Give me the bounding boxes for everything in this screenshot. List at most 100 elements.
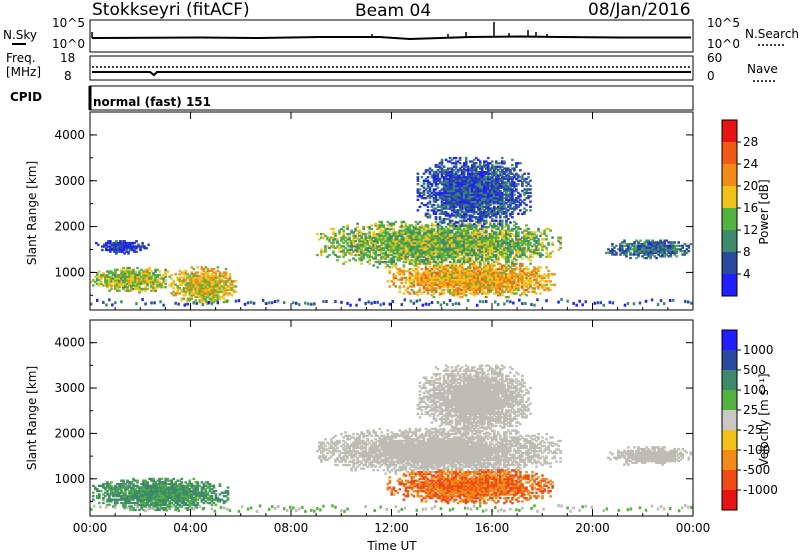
data-cell xyxy=(326,255,329,258)
data-cell xyxy=(129,241,132,245)
data-cell xyxy=(212,281,216,285)
data-cell xyxy=(420,250,424,253)
data-cell xyxy=(507,250,510,253)
data-cell xyxy=(124,270,127,273)
data-cell xyxy=(448,203,452,207)
data-cell xyxy=(364,236,367,239)
data-cell xyxy=(424,262,428,265)
data-cell xyxy=(376,238,379,241)
data-cell xyxy=(444,229,448,232)
data-cell xyxy=(378,240,381,243)
data-cell xyxy=(491,217,494,221)
data-cell xyxy=(218,280,222,283)
data-cell xyxy=(446,186,450,189)
data-cell xyxy=(194,274,198,278)
data-cell xyxy=(436,177,440,181)
data-cell xyxy=(438,292,442,295)
data-cell xyxy=(491,177,494,181)
data-cell xyxy=(204,285,208,288)
data-cell xyxy=(529,179,532,182)
data-cell xyxy=(442,210,446,214)
data-cell xyxy=(466,193,470,196)
data-cell xyxy=(442,266,446,269)
data-cell xyxy=(476,287,480,290)
data-cell xyxy=(519,193,522,196)
data-cell xyxy=(438,179,442,182)
data-cell xyxy=(499,220,502,224)
data-cell xyxy=(529,253,532,257)
data-cell xyxy=(430,271,434,274)
data-cell xyxy=(503,269,506,273)
data-cell xyxy=(448,221,452,224)
data-cell xyxy=(402,266,406,269)
data-cell xyxy=(513,268,516,271)
data-cell xyxy=(460,292,464,295)
data-cell xyxy=(400,222,404,225)
data-cell xyxy=(509,252,512,255)
data-cell xyxy=(212,297,216,300)
data-cell xyxy=(142,270,145,273)
data-cell xyxy=(370,248,373,251)
data-cell xyxy=(202,290,206,293)
data-cell xyxy=(470,197,474,200)
data-cell xyxy=(358,250,361,253)
data-cell xyxy=(466,205,470,208)
data-cell xyxy=(214,292,218,295)
data-cell xyxy=(182,294,186,297)
data-cell xyxy=(440,288,444,292)
data-cell xyxy=(352,245,355,248)
data-cell xyxy=(478,264,482,267)
data-cell xyxy=(462,210,466,214)
data-cell xyxy=(416,271,420,274)
data-cell xyxy=(458,278,462,281)
data-cell xyxy=(432,257,436,260)
data-cell xyxy=(517,285,520,288)
data-cell xyxy=(186,285,190,288)
data-cell xyxy=(210,288,214,292)
data-cell xyxy=(525,273,528,276)
data-cell xyxy=(501,288,504,292)
data-cell xyxy=(470,271,474,274)
data-cell xyxy=(430,233,434,236)
data-cell xyxy=(529,241,532,244)
data-cell xyxy=(517,236,520,239)
data-cell xyxy=(464,233,468,236)
data-cell xyxy=(126,266,129,270)
data-cell xyxy=(362,257,365,260)
data-cell xyxy=(462,241,466,244)
data-cell xyxy=(412,226,416,229)
data-cell xyxy=(489,179,492,182)
data-cell xyxy=(382,255,386,258)
data-cell xyxy=(499,253,502,257)
data-cell xyxy=(204,271,208,274)
data-cell xyxy=(470,275,474,278)
data-cell xyxy=(392,229,396,232)
data-cell xyxy=(493,260,496,264)
data-cell xyxy=(386,245,390,248)
data-cell xyxy=(533,266,536,269)
data-cell xyxy=(444,278,448,281)
data-cell xyxy=(476,224,480,227)
data-cell xyxy=(511,245,514,248)
data-cell xyxy=(491,273,494,276)
data-cell xyxy=(491,245,494,248)
data-cell xyxy=(450,219,454,222)
data-cell xyxy=(380,233,383,236)
data-cell xyxy=(422,255,426,258)
data-cell xyxy=(224,281,228,285)
data-cell xyxy=(517,288,520,292)
data-cell xyxy=(408,233,412,236)
data-cell xyxy=(336,246,339,250)
data-cell xyxy=(529,205,532,208)
data-cell xyxy=(112,277,115,280)
data-cell xyxy=(406,257,410,260)
data-cell xyxy=(396,257,400,260)
freq-tick-bottom: 8 xyxy=(64,69,72,83)
data-cell xyxy=(414,231,418,234)
data-cell xyxy=(416,283,420,286)
data-cell xyxy=(422,245,426,248)
data-cell xyxy=(101,245,104,248)
data-cell xyxy=(448,236,452,239)
data-cell xyxy=(468,285,472,288)
data-cell xyxy=(462,205,466,208)
